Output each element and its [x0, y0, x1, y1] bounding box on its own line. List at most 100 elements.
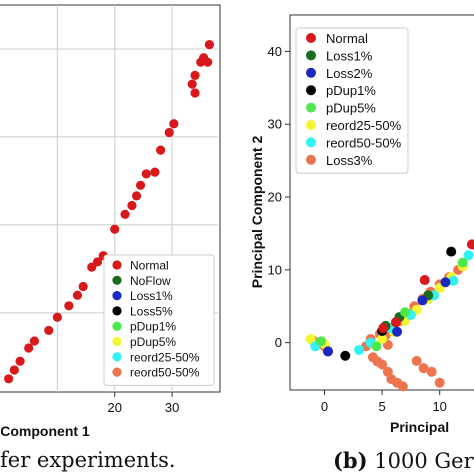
right-y-tick-label: 10	[268, 262, 282, 277]
right-legend-marker-pdup5	[306, 102, 316, 113]
right-point-loss3	[411, 355, 422, 366]
left-point-normal	[120, 209, 130, 219]
right-x-tick-label: 0	[321, 399, 328, 414]
right-point-loss3	[377, 359, 388, 370]
right-point-reord50-50	[354, 344, 365, 355]
right-legend: Normal Loss1% Loss2% pDup1% pDup5% reord25-50…	[295, 27, 409, 174]
left-legend-marker-loss5	[112, 306, 122, 316]
right-caption-text: 1000 Ger	[374, 449, 474, 473]
left-point-normal	[135, 180, 146, 190]
right-point-normal	[378, 323, 389, 334]
right-x-tick-label: 10	[432, 399, 446, 414]
right-point-loss3	[426, 366, 437, 377]
right-legend-marker-pdup1	[306, 85, 316, 96]
right-legend-label-loss1: Loss1%	[326, 48, 373, 63]
right-legend-label-reord50-50: reord50-50%	[326, 135, 402, 150]
left-legend-label-loss5: Loss5%	[130, 304, 173, 318]
right-legend-label-normal: Normal	[326, 31, 368, 46]
right-point-reord25-50	[377, 334, 388, 345]
right-legend-marker-loss2	[306, 67, 316, 78]
right-caption: (b) 1000 Ger	[333, 448, 474, 473]
left-point-normal	[78, 281, 88, 292]
left-data-points	[4, 39, 214, 384]
right-y-tick-label: 40	[268, 44, 282, 59]
right-point-loss3	[434, 377, 445, 388]
left-point-normal	[156, 145, 166, 155]
left-point-normal	[190, 70, 200, 80]
right-legend-marker-normal	[306, 33, 316, 43]
right-point-reord25-50	[305, 334, 316, 345]
left-point-normal	[196, 57, 206, 67]
right-data-points	[305, 239, 474, 392]
right-y-axis-label: Principal Component 2	[249, 136, 265, 289]
right-legend-label-loss3: Loss3%	[326, 153, 373, 168]
right-legend-marker-reord25-50	[306, 120, 316, 130]
left-point-normal	[4, 374, 14, 384]
left-point-normal	[204, 39, 214, 50]
right-point-pdup5	[371, 341, 382, 352]
right-legend-label-reord25-50: reord25-50%	[326, 118, 402, 133]
right-point-loss3	[418, 363, 429, 374]
left-point-normal	[15, 356, 25, 366]
left-legend-box	[103, 254, 215, 386]
left-point-normal	[187, 79, 197, 89]
left-point-normal	[150, 167, 160, 177]
left-x-tick-label: 30	[165, 400, 179, 415]
right-y-tick-label: 0	[275, 335, 282, 350]
left-point-normal	[44, 325, 54, 336]
left-point-normal	[110, 224, 120, 234]
left-x-axis-label: Component 1	[0, 423, 90, 439]
right-legend-marker-loss3	[306, 154, 316, 165]
left-legend-marker-loss1	[112, 291, 122, 301]
right-point-reord50-50	[448, 275, 459, 286]
right-legend-marker-loss1	[306, 50, 316, 61]
right-point-loss3	[397, 381, 408, 392]
right-point-loss2	[323, 346, 333, 357]
left-legend: NormalNoFlowLoss1%Loss5%pDup1%pDup5%reor…	[103, 254, 215, 386]
right-point-normal	[419, 275, 430, 286]
left-point-normal	[169, 119, 179, 129]
left-x-tick-label: 20	[108, 400, 122, 415]
right-point-reord50-50	[463, 250, 474, 261]
left-legend-label-noflow: NoFlow	[130, 274, 171, 288]
left-legend-marker-reord25-50	[112, 352, 122, 362]
right-point-normal	[466, 239, 474, 250]
left-gridlines	[0, 5, 218, 392]
right-point-pdup1	[340, 350, 351, 361]
left-legend-marker-pdup5	[112, 336, 122, 347]
right-point-loss2	[392, 326, 403, 337]
right-axis-ticks: 0 5 10 0 10 20 30 40	[268, 44, 447, 414]
left-point-normal	[52, 312, 62, 322]
left-caption: fer experiments.	[0, 448, 176, 472]
left-point-normal	[87, 262, 97, 272]
left-point-normal	[9, 365, 19, 375]
left-point-normal	[164, 127, 174, 138]
right-caption-label: (b)	[333, 448, 368, 473]
left-legend-label-pdup5: pDup5%	[130, 335, 176, 349]
right-y-tick-label: 20	[268, 190, 282, 205]
left-point-normal	[190, 88, 200, 98]
left-point-normal	[64, 301, 74, 311]
right-legend-label-loss2: Loss2%	[326, 66, 373, 81]
left-point-normal	[72, 290, 83, 300]
right-y-tick-label: 30	[268, 117, 282, 132]
left-point-normal	[141, 169, 151, 179]
left-legend-label-reord50-50: reord50-50%	[130, 366, 200, 380]
left-legend-marker-reord50-50	[112, 367, 122, 377]
right-scatter-panel: 0 5 10 0 10 20 30 40 Principal Component 2 Prin…	[249, 14, 474, 435]
right-point-pdup1	[446, 246, 457, 257]
right-point-pdup5	[457, 257, 468, 268]
left-legend-label-reord25-50: reord25-50%	[130, 350, 200, 364]
left-x-ticks: 20 30	[108, 392, 179, 415]
right-point-pdup5	[316, 336, 327, 347]
right-legend-marker-reord50-50	[306, 137, 316, 148]
left-point-normal	[29, 336, 40, 346]
left-legend-label-pdup1: pDup1%	[130, 320, 176, 334]
right-legend-box	[295, 27, 409, 174]
left-scatter-panel: 20 30 Component 1 NormalNoFlowLoss1%Loss5…	[0, 4, 221, 439]
left-legend-marker-normal	[112, 260, 122, 270]
right-legend-label-pdup5: pDup5%	[326, 101, 376, 116]
right-point-loss2	[440, 277, 451, 288]
right-point-normal	[390, 317, 401, 328]
